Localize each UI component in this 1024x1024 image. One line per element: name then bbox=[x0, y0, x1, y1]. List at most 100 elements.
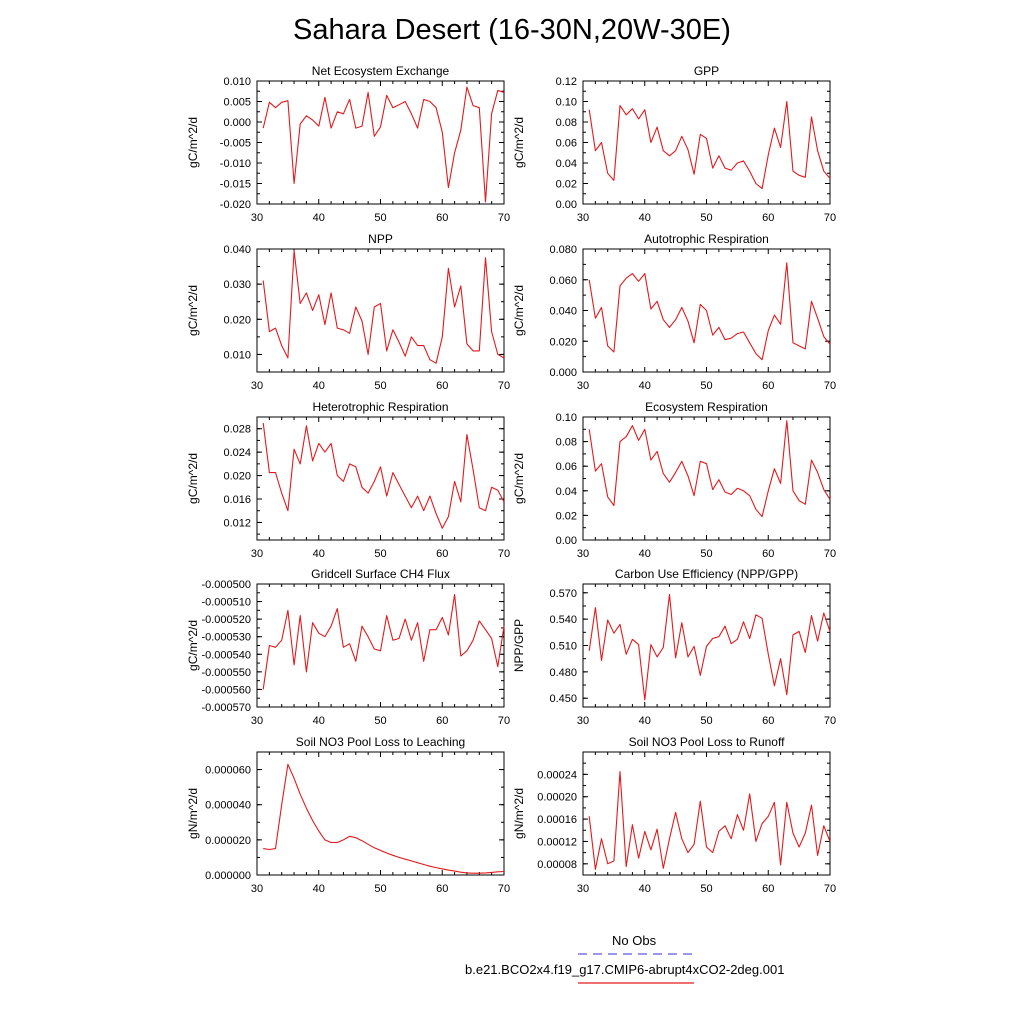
x-tick-label: 50 bbox=[700, 715, 712, 727]
y-axis-label: NPP/GPP bbox=[512, 619, 526, 672]
x-tick-label: 30 bbox=[577, 212, 589, 224]
x-tick-label: 30 bbox=[577, 883, 589, 895]
y-tick-label: 0.000040 bbox=[205, 800, 251, 812]
plot-frame bbox=[256, 751, 505, 876]
panel-net-ecosystem-exchange: Net Ecosystem Exchange gC/m^2/d 30 40 50 60 70… bbox=[186, 64, 510, 224]
y-axis-label: gC/m^2/d bbox=[186, 620, 200, 671]
legend-case-label: b.e21.BCO2x4.f19_g17.CMIP6-abrupt4xCO2-2… bbox=[465, 962, 785, 977]
series-line-net-ecosystem-exchange bbox=[262, 86, 505, 203]
x-tick-label: 30 bbox=[251, 548, 263, 560]
y-tick-label: 0.08 bbox=[556, 437, 577, 449]
x-tick-label: 70 bbox=[824, 715, 836, 727]
x-tick-label: 50 bbox=[700, 548, 712, 560]
y-tick-label: 0.06 bbox=[556, 461, 577, 473]
panel-title: Ecosystem Respiration bbox=[645, 400, 768, 414]
y-tick-label: 0.10 bbox=[556, 412, 577, 424]
y-tick-label: -0.000550 bbox=[201, 667, 251, 679]
x-tick-label: 70 bbox=[498, 212, 510, 224]
x-tick-label: 40 bbox=[639, 715, 651, 727]
y-axis-label: gC/m^2/d bbox=[186, 453, 200, 504]
y-axis-label: gC/m^2/d bbox=[186, 285, 200, 336]
x-tick-label: 50 bbox=[374, 380, 386, 392]
y-tick-label: 0.00 bbox=[556, 535, 577, 547]
x-tick-label: 30 bbox=[251, 380, 263, 392]
y-axis-label: gN/m^2/d bbox=[186, 788, 200, 839]
y-tick-label: 0.08 bbox=[556, 117, 577, 129]
y-tick-label: -0.000530 bbox=[201, 632, 251, 644]
plot-frame bbox=[582, 751, 831, 876]
x-tick-label: 60 bbox=[436, 883, 448, 895]
y-tick-label: 0.00 bbox=[556, 199, 577, 211]
series-line-npp bbox=[262, 250, 505, 364]
x-tick-label: 70 bbox=[498, 548, 510, 560]
y-tick-label: 0.000 bbox=[223, 117, 251, 129]
x-tick-label: 50 bbox=[374, 212, 386, 224]
panel-soil-no3-pool-loss-to-leaching: Soil NO3 Pool Loss to Leaching gN/m^2/d 30… bbox=[186, 735, 510, 895]
y-tick-label: 0.480 bbox=[549, 667, 577, 679]
x-tick-label: 40 bbox=[639, 548, 651, 560]
x-tick-label: 30 bbox=[577, 715, 589, 727]
y-tick-label: -0.000520 bbox=[201, 614, 251, 626]
plot-frame bbox=[256, 583, 505, 708]
y-tick-label: 0.02 bbox=[556, 179, 577, 191]
y-tick-label: 0.450 bbox=[549, 693, 577, 705]
panel-title: Soil NO3 Pool Loss to Runoff bbox=[629, 735, 786, 749]
y-tick-label: 0.060 bbox=[549, 275, 577, 287]
x-tick-label: 40 bbox=[313, 212, 325, 224]
panel-autotrophic-respiration: Autotrophic Respiration gC/m^2/d 30 40 50 60 7… bbox=[512, 232, 836, 392]
y-tick-label: 0.10 bbox=[556, 97, 577, 109]
y-tick-label: -0.000540 bbox=[201, 649, 251, 661]
y-tick-label: -0.000510 bbox=[201, 597, 251, 609]
plot-frame bbox=[582, 583, 831, 708]
y-tick-label: 0.02 bbox=[556, 510, 577, 522]
x-tick-label: 60 bbox=[436, 715, 448, 727]
x-tick-label: 50 bbox=[374, 715, 386, 727]
panel-title: Heterotrophic Respiration bbox=[312, 400, 448, 414]
y-tick-label: 0.00024 bbox=[537, 769, 577, 781]
x-tick-label: 70 bbox=[824, 548, 836, 560]
x-tick-label: 60 bbox=[436, 548, 448, 560]
x-tick-label: 50 bbox=[374, 548, 386, 560]
y-tick-label: 0.04 bbox=[556, 158, 577, 170]
y-axis-label: gC/m^2/d bbox=[512, 453, 526, 504]
x-tick-label: 30 bbox=[577, 548, 589, 560]
x-tick-label: 40 bbox=[639, 212, 651, 224]
x-tick-label: 60 bbox=[436, 212, 448, 224]
y-tick-label: -0.010 bbox=[220, 158, 251, 170]
panel-title: Soil NO3 Pool Loss to Leaching bbox=[296, 735, 465, 749]
y-tick-label: 0.00016 bbox=[537, 814, 577, 826]
plot-frame bbox=[582, 416, 831, 541]
x-tick-label: 40 bbox=[639, 883, 651, 895]
y-tick-label: 0.012 bbox=[223, 517, 251, 529]
series-line-gpp bbox=[588, 100, 831, 190]
series-line-autotrophic-respiration bbox=[588, 262, 831, 361]
y-axis-label: gN/m^2/d bbox=[512, 788, 526, 839]
panel-npp: NPP gC/m^2/d 30 40 50 60 70 0.010 0.020 0.030 0.04… bbox=[186, 232, 510, 392]
plot-frame bbox=[256, 248, 505, 373]
y-tick-label: 0.570 bbox=[549, 588, 577, 600]
plot-frame bbox=[256, 80, 505, 205]
x-tick-label: 50 bbox=[700, 380, 712, 392]
x-tick-label: 60 bbox=[762, 380, 774, 392]
panel-title: NPP bbox=[368, 232, 393, 246]
panel-title: Net Ecosystem Exchange bbox=[312, 64, 450, 78]
series-line-ecosystem-respiration bbox=[588, 420, 831, 518]
y-tick-label: 0.000000 bbox=[205, 870, 251, 882]
x-tick-label: 30 bbox=[251, 212, 263, 224]
x-tick-label: 40 bbox=[313, 715, 325, 727]
y-tick-label: 0.00012 bbox=[537, 836, 577, 848]
y-tick-label: 0.010 bbox=[223, 349, 251, 361]
y-tick-label: 0.020 bbox=[549, 336, 577, 348]
page-title: Sahara Desert (16-30N,20W-30E) bbox=[293, 14, 731, 46]
y-tick-label: 0.080 bbox=[549, 244, 577, 256]
y-tick-label: -0.000560 bbox=[201, 684, 251, 696]
y-tick-label: 0.540 bbox=[549, 614, 577, 626]
panel-title: Autotrophic Respiration bbox=[644, 232, 769, 246]
x-tick-label: 40 bbox=[639, 380, 651, 392]
y-tick-label: 0.020 bbox=[223, 471, 251, 483]
y-tick-label: 0.000 bbox=[549, 367, 577, 379]
y-tick-label: -0.020 bbox=[220, 199, 251, 211]
series-line-carbon-use-efficiency-npp-gpp bbox=[588, 593, 831, 701]
